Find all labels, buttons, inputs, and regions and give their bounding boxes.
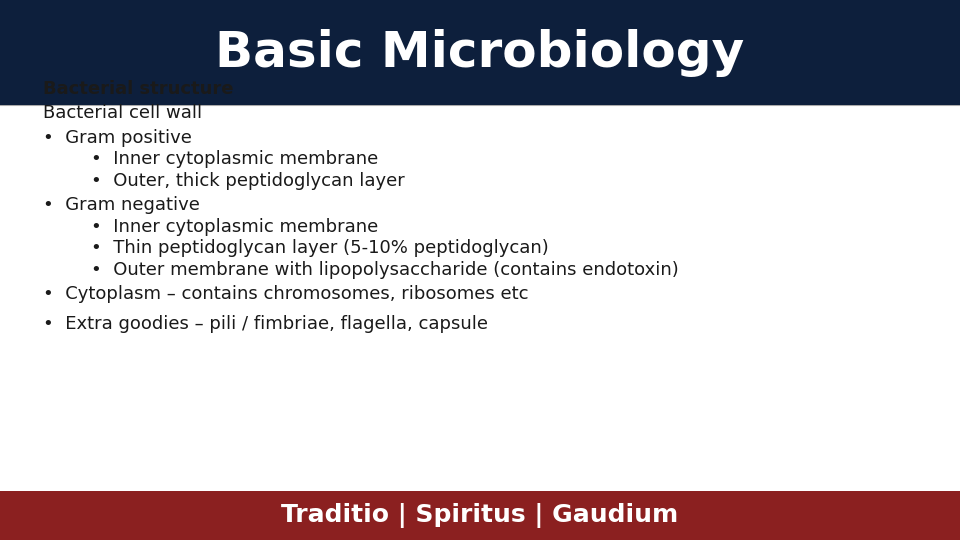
Text: Bacterial structure: Bacterial structure [43, 80, 233, 98]
Text: •  Cytoplasm – contains chromosomes, ribosomes etc: • Cytoplasm – contains chromosomes, ribo… [43, 285, 529, 303]
Text: •  Gram positive: • Gram positive [43, 129, 192, 147]
Text: Basic Microbiology: Basic Microbiology [215, 29, 745, 77]
Text: •  Gram negative: • Gram negative [43, 196, 200, 214]
Text: •  Outer membrane with lipopolysaccharide (contains endotoxin): • Outer membrane with lipopolysaccharide… [91, 261, 679, 279]
Text: •  Inner cytoplasmic membrane: • Inner cytoplasmic membrane [91, 150, 378, 168]
Text: Traditio | Spiritus | Gaudium: Traditio | Spiritus | Gaudium [281, 503, 679, 528]
Text: Bacterial cell wall: Bacterial cell wall [43, 104, 203, 123]
Text: •  Extra goodies – pili / fimbriae, flagella, capsule: • Extra goodies – pili / fimbriae, flage… [43, 315, 489, 333]
Text: •  Inner cytoplasmic membrane: • Inner cytoplasmic membrane [91, 218, 378, 236]
FancyBboxPatch shape [0, 491, 960, 540]
FancyBboxPatch shape [0, 0, 960, 105]
Text: •  Thin peptidoglycan layer (5-10% peptidoglycan): • Thin peptidoglycan layer (5-10% peptid… [91, 239, 549, 258]
Text: •  Outer, thick peptidoglycan layer: • Outer, thick peptidoglycan layer [91, 172, 405, 190]
